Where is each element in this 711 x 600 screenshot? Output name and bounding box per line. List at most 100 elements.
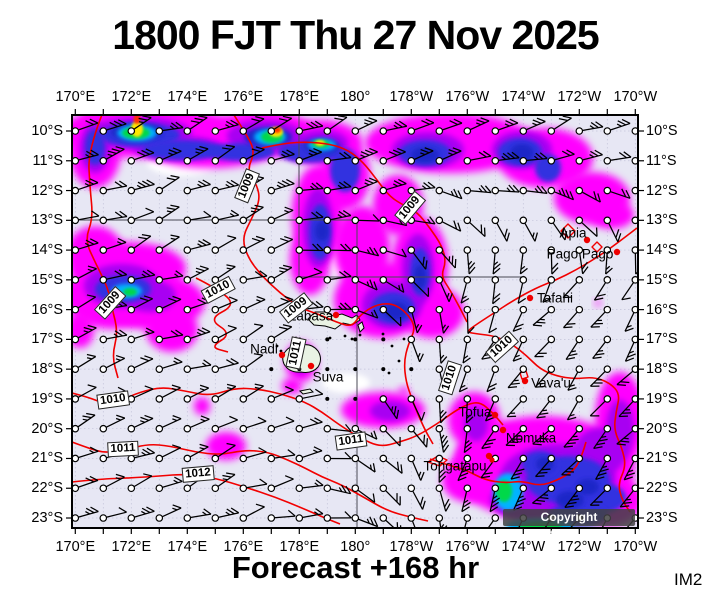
barb-tick: [459, 387, 468, 393]
barb-tick: [138, 236, 148, 240]
station-circle: [72, 305, 80, 314]
barb-tick: [287, 509, 296, 517]
barb-shaft: [439, 150, 462, 162]
barb-shaft: [438, 398, 442, 423]
barb-shaft: [355, 279, 378, 291]
station-circle: [211, 335, 220, 344]
barb-shaft: [187, 387, 209, 400]
barb-half-tick: [200, 418, 206, 422]
barb-tick: [491, 497, 500, 504]
barb-half-tick: [461, 295, 467, 300]
station-circle: [407, 395, 416, 403]
station-circle: [407, 335, 416, 344]
barb-tick: [504, 228, 508, 238]
station-circle: [603, 186, 612, 195]
station-circle: [295, 246, 304, 254]
lat-label-left: 20°S: [31, 420, 63, 437]
barb-tick: [625, 189, 631, 199]
station-circle: [603, 156, 612, 165]
barb-tick: [173, 357, 183, 363]
barb-shaft: [299, 393, 323, 400]
station-circle: [547, 127, 556, 135]
barb-tick: [314, 417, 323, 423]
station-circle: [379, 276, 388, 284]
barb-tick: [142, 115, 152, 119]
barb-tick: [532, 443, 542, 446]
barb-half-tick: [366, 281, 370, 287]
station-circle: [603, 365, 612, 373]
barb-shaft: [327, 275, 352, 281]
station-circle: [519, 156, 528, 165]
station-circle: [463, 127, 472, 135]
station-circle: [155, 246, 164, 254]
barb-tick: [635, 270, 638, 275]
station-circle: [435, 186, 444, 195]
barb-tick: [343, 180, 352, 188]
barb-shaft: [75, 268, 97, 281]
barb-tick: [197, 298, 207, 304]
barb-shaft: [618, 398, 636, 417]
station-circle: [463, 156, 472, 165]
barb-tick: [278, 326, 289, 330]
barb-shaft: [159, 361, 183, 370]
barb-tick: [536, 321, 546, 324]
barb-tick: [536, 117, 546, 123]
barb-tick: [86, 294, 96, 298]
barb-tick: [419, 496, 424, 506]
barb-tick: [594, 149, 603, 156]
barb-tick: [315, 508, 324, 515]
barb-tick: [255, 116, 265, 120]
barb-tick: [195, 148, 205, 152]
barb-half-tick: [226, 267, 232, 270]
barb-shaft: [214, 266, 236, 281]
barb-tick: [338, 181, 347, 188]
barb-half-tick: [360, 154, 366, 158]
station-circle: [575, 484, 584, 493]
barb-shaft: [535, 458, 552, 477]
barb-tick: [448, 293, 453, 302]
barb-tick: [343, 270, 352, 277]
barb-shaft: [243, 483, 268, 489]
barb-tick: [568, 353, 578, 357]
barb-shaft: [187, 331, 211, 340]
lon-label-bottom: 170°W: [613, 539, 658, 555]
barb-shaft: [355, 219, 380, 222]
calm-station-dot: [269, 367, 274, 372]
station-circle: [407, 305, 416, 314]
station-circle: [99, 454, 108, 463]
rain-cell: [142, 140, 222, 160]
station-circle: [631, 305, 638, 314]
station-circle: [183, 246, 192, 254]
barb-tick: [114, 211, 123, 218]
barb-shaft: [467, 120, 490, 132]
station-circle: [463, 246, 472, 254]
barb-shaft: [355, 428, 378, 440]
station-circle: [72, 454, 80, 463]
station-circle: [547, 186, 556, 195]
rain-cell: [72, 312, 94, 348]
barb-half-tick: [173, 360, 179, 364]
station-circle: [631, 127, 638, 135]
station-circle: [575, 335, 584, 344]
barb-tick: [306, 122, 315, 129]
station-circle: [631, 484, 638, 493]
barb-tick: [372, 214, 380, 222]
barb-tick: [344, 302, 352, 310]
barb-tick: [551, 267, 559, 275]
barb-shaft: [214, 385, 237, 400]
station-circle: [519, 335, 528, 344]
barb-tick: [198, 115, 208, 119]
station-circle: [491, 484, 500, 493]
barb-tick: [222, 474, 232, 478]
barb-tick: [617, 120, 627, 126]
barb-half-tick: [284, 209, 290, 213]
barb-half-tick: [136, 184, 142, 189]
islet-dot: [390, 344, 394, 348]
barb-tick: [143, 473, 153, 477]
barb-tick: [420, 149, 430, 154]
barb-half-tick: [169, 125, 175, 130]
islet-dot: [279, 349, 283, 353]
lon-label-bottom: 178°E: [279, 539, 320, 555]
station-circle: [267, 514, 276, 522]
